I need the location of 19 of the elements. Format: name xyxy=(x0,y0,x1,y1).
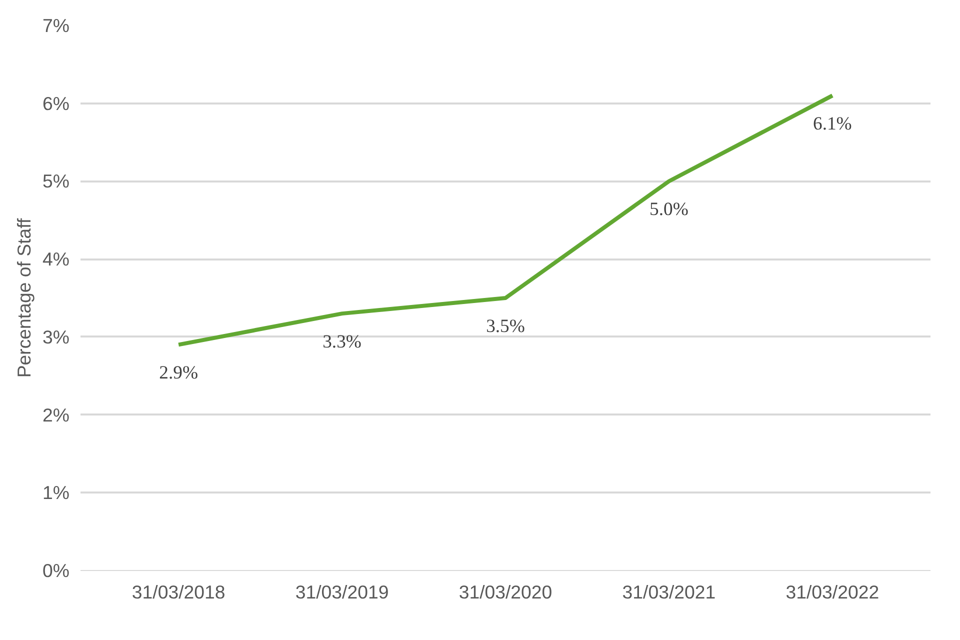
x-tick-label: 31/03/2019 xyxy=(295,582,389,602)
y-tick-label: 1% xyxy=(42,482,70,504)
y-tick-label: 7% xyxy=(42,15,70,36)
x-tick-label: 31/03/2018 xyxy=(132,582,226,602)
y-axis-title: Percentage of Staff xyxy=(14,217,35,378)
data-label: 2.9% xyxy=(159,362,198,384)
y-tick-label: 0% xyxy=(42,560,70,581)
data-label: 3.5% xyxy=(486,316,525,337)
y-tick-label: 3% xyxy=(42,326,70,348)
x-tick-label: 31/03/2021 xyxy=(622,582,716,602)
data-label: 6.1% xyxy=(812,114,852,135)
y-tick-label: 4% xyxy=(42,248,70,270)
data-label: 5.0% xyxy=(650,199,688,220)
y-tick-label: 2% xyxy=(42,404,70,426)
y-tick-label: 5% xyxy=(42,170,70,192)
data-label: 3.3% xyxy=(322,332,362,353)
x-tick-label: 31/03/2020 xyxy=(458,582,552,602)
y-tick-label: 6% xyxy=(42,92,70,114)
x-tick-label: 31/03/2022 xyxy=(786,582,880,602)
